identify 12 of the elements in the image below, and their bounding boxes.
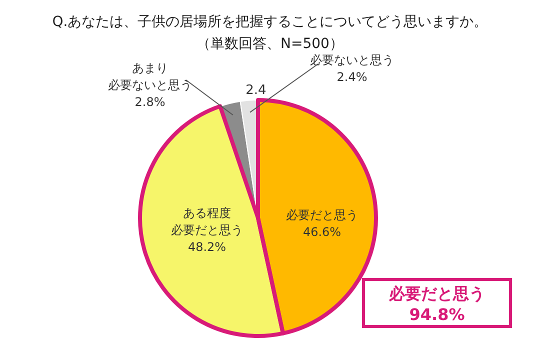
text: 2.4 bbox=[246, 83, 266, 98]
slice-label: 必要ないと思う bbox=[310, 53, 394, 67]
data-label: 48.2% bbox=[188, 240, 226, 254]
chart-subtitle: （単数回答、N=500） bbox=[196, 36, 344, 52]
framed-text-box: 必要だと思う 94.8% bbox=[362, 278, 512, 328]
data-label: 2.4% bbox=[336, 70, 368, 84]
slice-label: ある程度必要だと思う bbox=[171, 206, 243, 237]
slice-label: 必要だと思う bbox=[286, 208, 358, 222]
data-label: 46.6% bbox=[302, 225, 342, 239]
data-label: 2.8% bbox=[134, 95, 166, 109]
chart-title: Q.あなたは、子供の居場所を把握することについてどう思いますか。 bbox=[52, 14, 488, 30]
slice-label: あまり必要ないと思う bbox=[108, 61, 192, 92]
